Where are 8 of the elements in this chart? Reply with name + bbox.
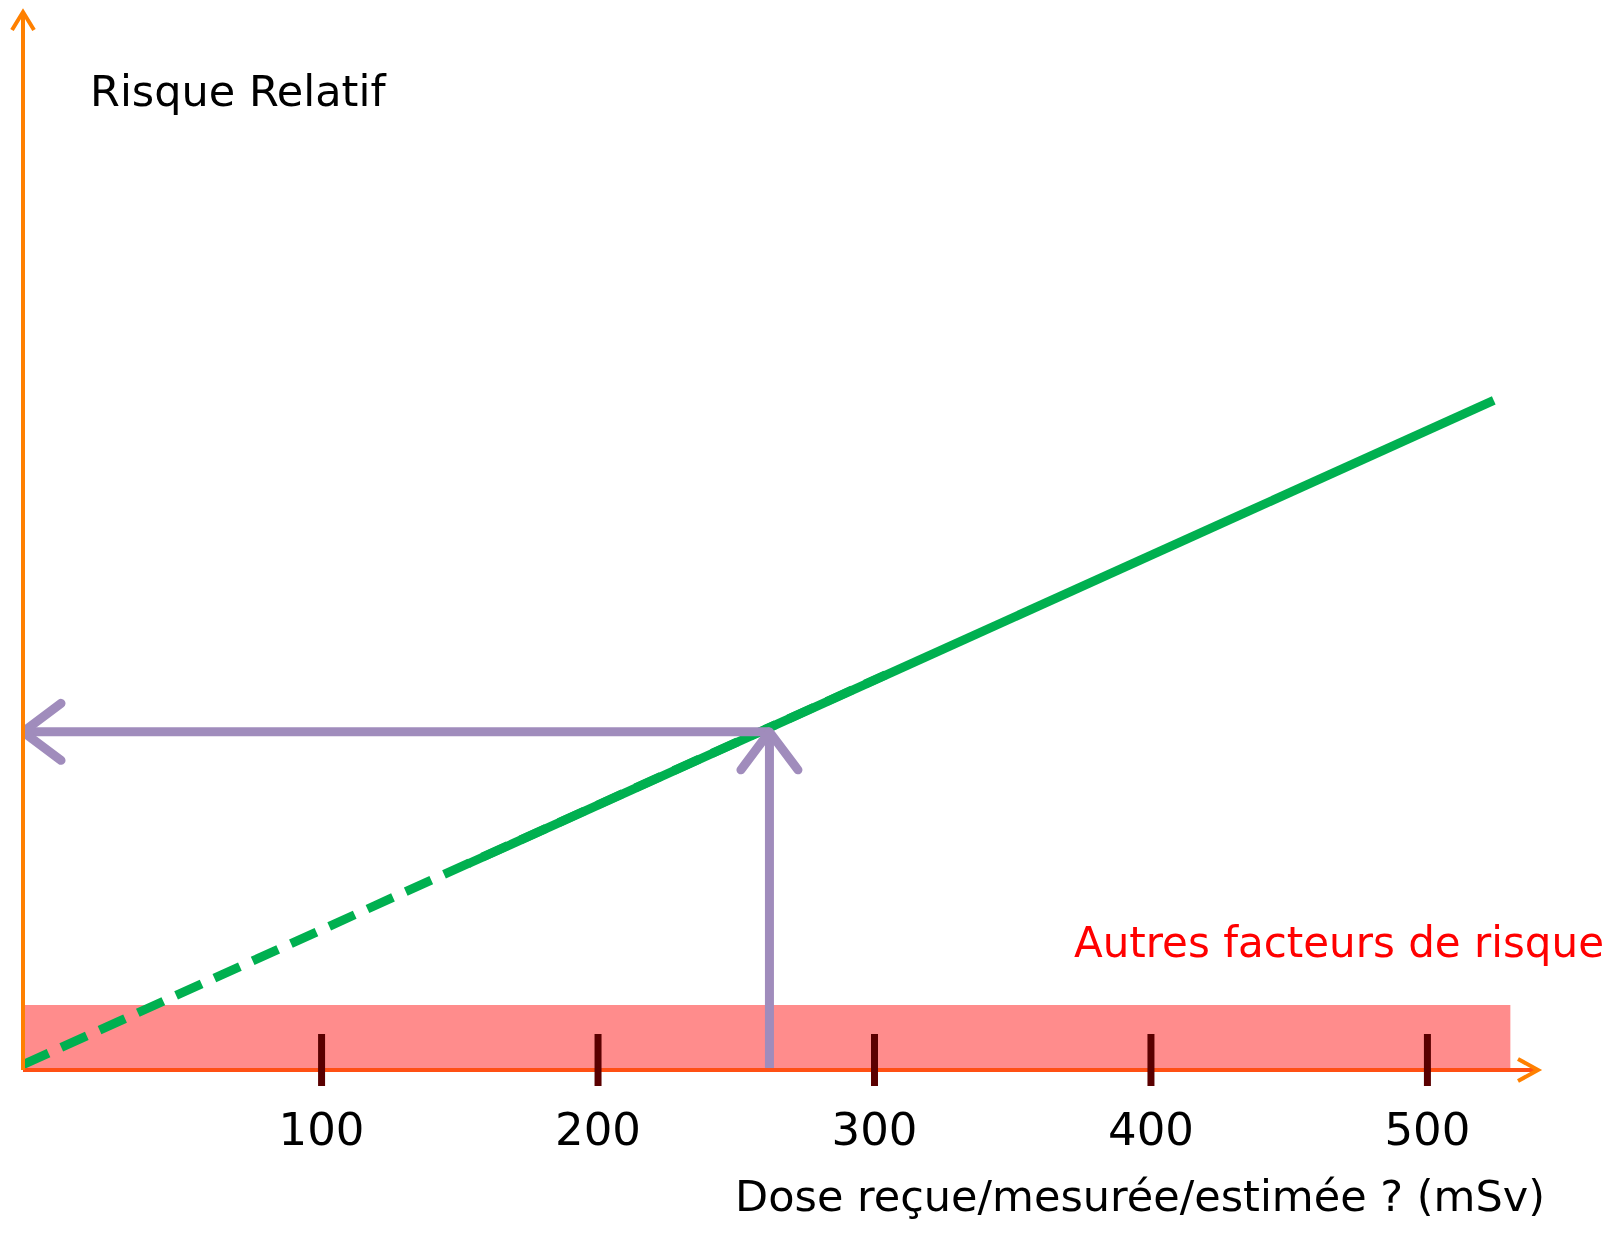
x-axis-title: Dose reçue/mesurée/estimée ? (mSv) — [735, 1171, 1545, 1221]
x-tick-label: 400 — [1108, 1103, 1194, 1156]
band-label: Autres facteurs de risque — [1073, 918, 1604, 967]
x-tick-label: 500 — [1384, 1103, 1471, 1156]
text: Risque Relatif — [90, 66, 386, 116]
x-tick-label: 200 — [555, 1103, 641, 1156]
x-tick-label: 100 — [278, 1103, 365, 1156]
x-tick-label: 300 — [831, 1103, 918, 1156]
